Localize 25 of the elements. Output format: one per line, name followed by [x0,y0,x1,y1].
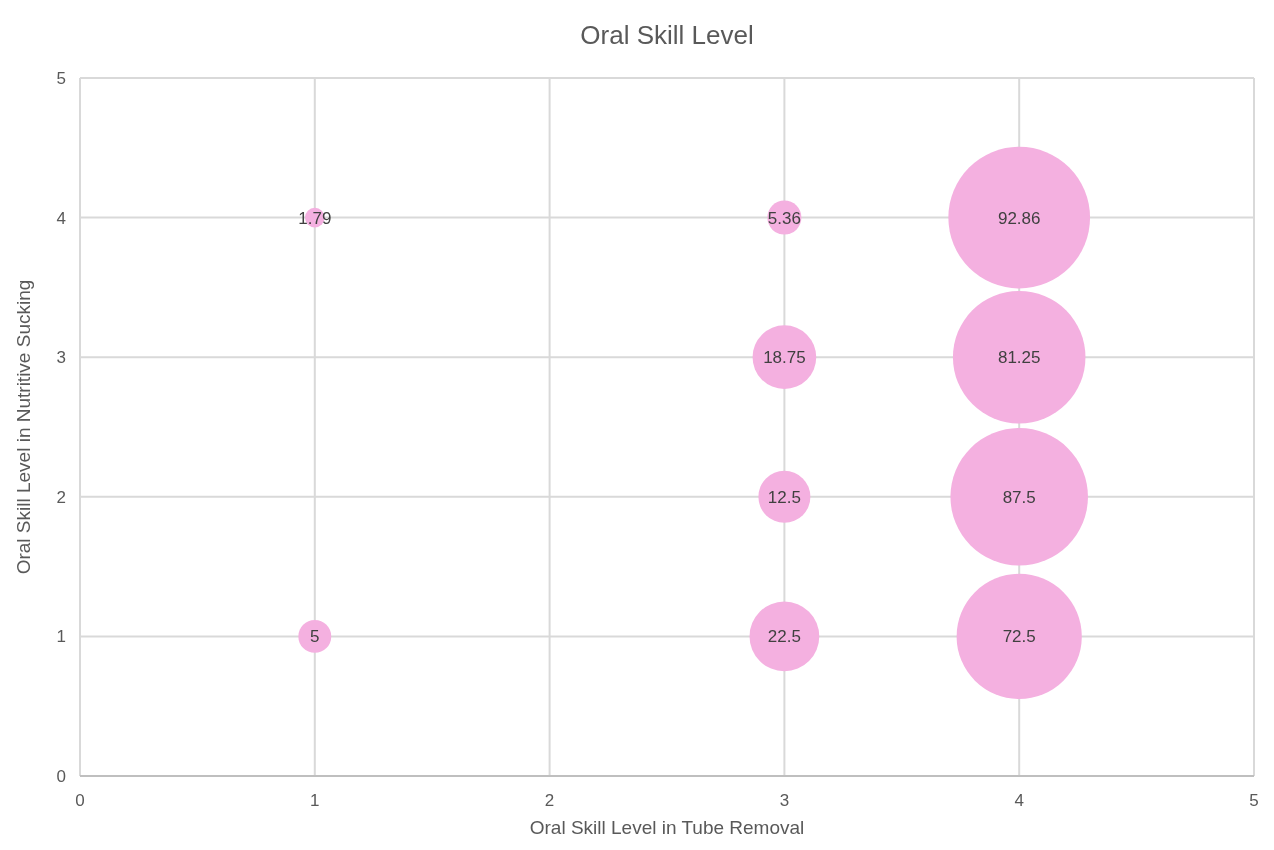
y-tick-label: 2 [56,487,66,507]
data-label: 5.36 [767,208,801,228]
x-tick-label: 5 [1249,791,1259,810]
x-axis-title: Oral Skill Level in Tube Removal [529,817,805,838]
y-tick-label: 3 [56,348,66,368]
chart-title: Oral Skill Level [580,20,754,50]
data-label: 81.25 [997,348,1041,368]
y-tick-label: 4 [56,208,66,228]
x-tick-label: 4 [1014,791,1024,810]
data-label: 72.5 [1002,627,1036,647]
x-tick-label: 2 [544,791,555,810]
y-axis-title: Oral Skill Level in Nutritive Sucking [13,279,34,575]
x-tick-label: 1 [310,791,320,810]
data-label: 87.5 [1002,487,1036,507]
y-tick-label: 1 [56,627,66,647]
data-label: 92.86 [997,208,1041,228]
y-tick-label: 5 [56,68,66,88]
data-label: 5 [310,627,320,647]
data-label: 22.5 [767,627,801,647]
data-label: 1.79 [298,208,332,228]
y-tick-label: 0 [56,766,66,786]
x-tick-label: 3 [779,791,790,810]
x-tick-label: 0 [75,791,85,810]
data-label: 18.75 [763,348,806,368]
data-label: 12.5 [767,487,801,507]
